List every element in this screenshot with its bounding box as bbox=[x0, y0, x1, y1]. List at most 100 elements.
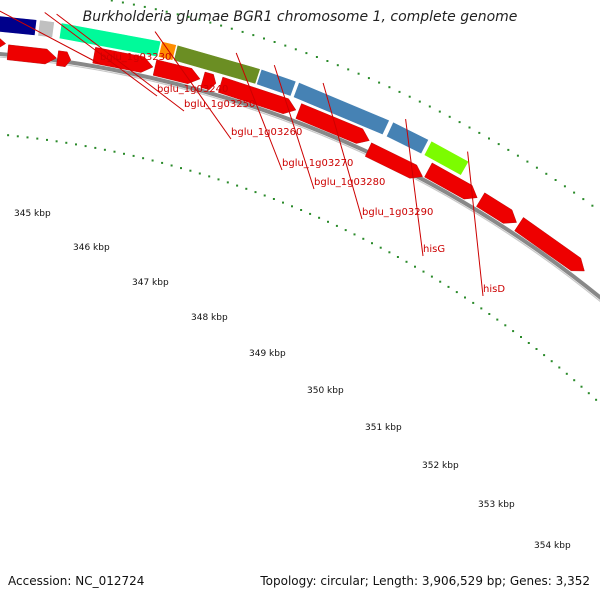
tick-dot-inner bbox=[344, 229, 347, 232]
tick-dot-outer bbox=[488, 137, 490, 140]
tick-dot-outer bbox=[507, 148, 510, 151]
tick-dot-inner bbox=[26, 136, 29, 139]
tick-dot-inner bbox=[245, 187, 248, 190]
tick-dot-outer bbox=[367, 77, 370, 80]
callout-line bbox=[322, 82, 363, 220]
tick-dot-outer bbox=[165, 10, 168, 13]
tick-dot-inner bbox=[580, 385, 583, 388]
tick-marks bbox=[7, 0, 598, 401]
tick-dot-outer bbox=[468, 126, 471, 129]
feature-block bbox=[292, 81, 390, 136]
tick-dot-inner bbox=[263, 194, 266, 197]
kbp-label: 347 kbp bbox=[132, 278, 169, 288]
tick-dot-inner bbox=[254, 191, 257, 194]
tick-dot-inner bbox=[535, 348, 538, 350]
callout-line bbox=[235, 52, 283, 171]
tick-dot-outer bbox=[209, 21, 212, 24]
tick-dot-outer bbox=[458, 121, 461, 124]
kbp-label: 345 kbp bbox=[14, 209, 51, 219]
tick-dot-outer bbox=[554, 179, 557, 181]
tick-dot-inner bbox=[84, 145, 87, 148]
backbone-layer bbox=[0, 52, 600, 303]
tick-dot-inner bbox=[504, 324, 507, 327]
tick-dot-inner bbox=[217, 178, 220, 181]
tick-dot-outer bbox=[428, 105, 431, 108]
feature-block bbox=[0, 15, 38, 36]
tick-dot-outer bbox=[448, 115, 451, 118]
tick-dot-inner bbox=[16, 135, 19, 138]
tick-dot-outer bbox=[526, 160, 529, 163]
tick-dot-outer bbox=[284, 44, 287, 47]
feature-block bbox=[58, 22, 162, 58]
tick-dot-inner bbox=[198, 172, 201, 175]
tick-dot-outer bbox=[326, 60, 329, 62]
kbp-label: 351 kbp bbox=[365, 423, 402, 433]
tick-dot-outer bbox=[198, 18, 201, 21]
callout-line bbox=[44, 12, 158, 97]
tick-dot-inner bbox=[414, 265, 416, 268]
tick-dot-outer bbox=[357, 72, 360, 75]
tick-dot-inner bbox=[543, 354, 546, 357]
tick-dot-inner bbox=[527, 342, 530, 344]
tick-dot-inner bbox=[291, 205, 293, 208]
tick-dot-inner bbox=[300, 209, 303, 211]
gene-label: bglu_1g03260 bbox=[231, 127, 302, 138]
tick-dot-outer bbox=[132, 3, 135, 6]
gene-label: bglu_1g03250 bbox=[184, 99, 255, 110]
tick-dot-inner bbox=[587, 392, 590, 395]
tick-dot-outer bbox=[241, 30, 244, 33]
tick-dot-inner bbox=[189, 169, 192, 172]
tick-dot-inner bbox=[123, 152, 125, 155]
tick-dot-outer bbox=[110, 0, 113, 2]
feature-block bbox=[256, 68, 297, 97]
gene-label: hisG bbox=[423, 244, 445, 255]
tick-dot-inner bbox=[335, 224, 338, 227]
tick-dot-outer bbox=[545, 172, 548, 175]
tick-dot-inner bbox=[353, 233, 356, 236]
cds-track bbox=[0, 38, 585, 272]
callout-line bbox=[273, 64, 315, 190]
tick-dot-outer bbox=[378, 81, 381, 84]
tick-dot-inner bbox=[46, 138, 48, 141]
tick-dot-inner bbox=[65, 141, 68, 144]
tick-dot-inner bbox=[595, 398, 598, 401]
cds-arrow bbox=[514, 217, 585, 272]
tick-dot-inner bbox=[447, 285, 450, 288]
tick-dot-inner bbox=[180, 167, 182, 170]
tick-dot-inner bbox=[439, 280, 442, 283]
tick-dot-outer bbox=[336, 64, 339, 67]
tick-dot-inner bbox=[371, 242, 373, 245]
tick-dot-outer bbox=[563, 185, 566, 188]
tick-dot-inner bbox=[151, 159, 154, 162]
tick-dot-inner bbox=[236, 184, 239, 187]
tick-dot-outer bbox=[154, 8, 157, 11]
tick-dot-outer bbox=[478, 131, 481, 134]
tick-dot-inner bbox=[327, 220, 329, 223]
cds-arrow bbox=[200, 71, 217, 91]
tick-dot-inner bbox=[132, 154, 135, 157]
tick-dot-inner bbox=[208, 175, 211, 178]
kbp-label: 346 kbp bbox=[73, 243, 110, 253]
tick-dot-inner bbox=[455, 291, 458, 294]
gene-label: bglu_1g03280 bbox=[314, 177, 385, 188]
tick-dot-inner bbox=[396, 256, 399, 258]
tick-dot-outer bbox=[535, 166, 538, 169]
tick-dot-outer bbox=[252, 34, 255, 37]
tick-dot-inner bbox=[379, 246, 382, 249]
kbp-label: 354 kbp bbox=[534, 541, 571, 551]
kbp-label: 349 kbp bbox=[249, 349, 286, 359]
gene-label: hisD bbox=[483, 284, 505, 295]
kbp-label: 352 kbp bbox=[422, 461, 459, 471]
gene-label: bglu_1g03270 bbox=[282, 158, 353, 169]
tick-dot-outer bbox=[388, 86, 391, 89]
kbp-scale: 345 kbp 346 kbp 347 kbp 348 kbp 349 kbp 350 k… bbox=[14, 209, 571, 551]
tick-dot-outer bbox=[516, 154, 519, 157]
tick-dot-inner bbox=[55, 140, 58, 143]
tick-dot-inner bbox=[573, 379, 576, 382]
callout-line bbox=[405, 119, 424, 257]
kbp-label: 353 kbp bbox=[478, 500, 515, 510]
tick-dot-outer bbox=[176, 13, 179, 16]
topology-summary: Topology: circular; Length: 3,906,529 bp… bbox=[260, 574, 590, 588]
kbp-label: 348 kbp bbox=[191, 313, 228, 323]
